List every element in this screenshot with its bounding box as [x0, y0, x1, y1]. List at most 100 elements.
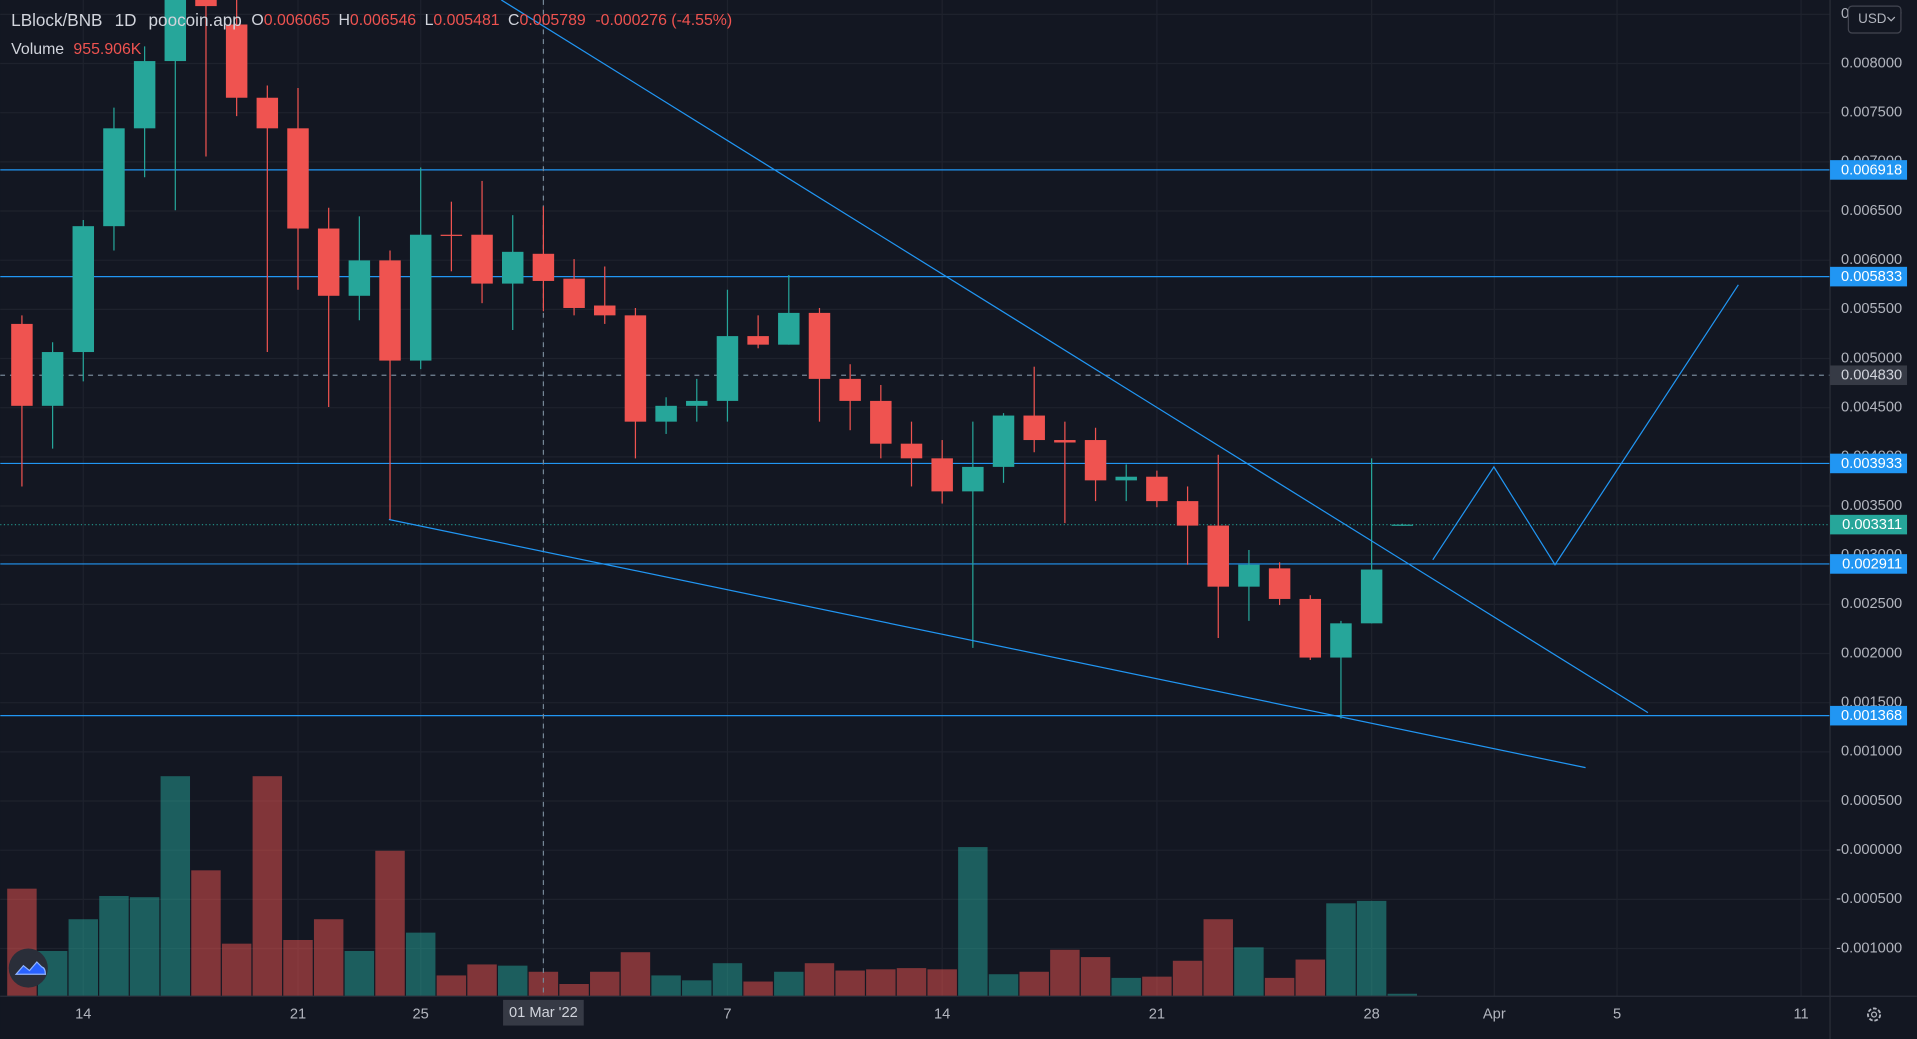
candle-body	[225, 24, 248, 98]
logo-button[interactable]	[8, 948, 48, 988]
currency-button-box[interactable]	[1847, 5, 1902, 34]
candle-body	[624, 315, 647, 422]
ohlc-value: 0.005789	[520, 12, 586, 29]
x-tick-label: 7	[723, 1006, 731, 1022]
volume-bar	[160, 776, 191, 997]
volume-bar	[988, 974, 1019, 997]
volume-bar	[1172, 960, 1203, 997]
symbol[interactable]: LBlock/BNB	[11, 10, 102, 29]
volume-bar	[1203, 919, 1233, 997]
y-tick-label: 0.003500	[1841, 498, 1902, 514]
candle-body	[133, 61, 156, 129]
y-tick-label: 0.005500	[1841, 301, 1902, 317]
interval[interactable]: 1D	[115, 10, 137, 29]
currency-label[interactable]: USD	[1858, 11, 1887, 26]
candle-body	[1330, 623, 1352, 658]
volume-bar	[1050, 949, 1080, 997]
projection-path	[1432, 284, 1739, 566]
ohlc-label: C	[508, 12, 519, 29]
candle-body	[1023, 415, 1045, 441]
candle-body	[72, 226, 95, 353]
level-label: 0.005833	[1841, 269, 1902, 285]
candle-body	[839, 378, 861, 401]
candle-body	[1146, 476, 1168, 502]
gear-icon[interactable]	[1867, 1007, 1882, 1022]
candle-body	[195, 0, 217, 7]
volume-bar	[252, 776, 283, 997]
level-box	[1830, 554, 1908, 574]
volume-bar	[191, 870, 221, 997]
x-tick-label: 28	[1363, 1006, 1379, 1022]
volume-bar	[313, 919, 344, 997]
candle-body	[103, 128, 125, 227]
candle-body	[1391, 524, 1414, 526]
volume-bar	[1142, 976, 1172, 997]
candle-body	[1054, 440, 1076, 443]
volume-bar	[651, 975, 681, 997]
level-label: 0.001368	[1841, 708, 1902, 724]
logo-circle[interactable]	[8, 948, 48, 988]
volume-value: 955.906K	[73, 41, 141, 58]
y-tick-label: 0.008000	[1841, 55, 1902, 71]
ohlc-value: 0.006065	[264, 12, 330, 29]
candle-body	[870, 400, 892, 444]
volume-bar	[712, 963, 743, 997]
volume-bar	[1295, 959, 1326, 997]
level-label: 0.002911	[1842, 556, 1902, 572]
volume-bar	[590, 971, 620, 997]
x-tick-label: 5	[1613, 1006, 1621, 1022]
candle-body	[1115, 476, 1137, 481]
settings-button[interactable]	[1867, 1007, 1882, 1022]
y-tick-label: 0.006000	[1841, 252, 1902, 268]
candle-body	[501, 251, 524, 284]
candle-body	[317, 228, 340, 296]
volume-bar	[405, 932, 436, 997]
candle-body	[655, 405, 677, 422]
y-tick-label: 0.001000	[1841, 744, 1902, 760]
candle-body	[594, 305, 616, 316]
candle-body	[409, 234, 432, 361]
logo-icon	[14, 961, 47, 975]
volume-layer	[7, 776, 1418, 997]
volume-bar	[835, 970, 865, 997]
ohlc-value: 0.005481	[433, 12, 499, 29]
ohlc-label: H	[338, 12, 349, 29]
change: -0.000276 (-4.55%)	[595, 12, 732, 29]
volume-bar	[68, 919, 99, 997]
volume-bar	[1356, 900, 1387, 997]
candle-body	[962, 466, 984, 492]
dropdown-arrow	[1887, 16, 1896, 22]
candle-body	[778, 312, 800, 345]
level-box	[1830, 160, 1908, 180]
candle-body	[716, 336, 739, 401]
candle-body	[1360, 569, 1383, 624]
ohlc-label: O	[251, 12, 263, 29]
volume-bar	[743, 981, 773, 997]
volume-bar	[375, 850, 405, 997]
candle-body	[686, 400, 708, 406]
candle-body	[471, 234, 493, 284]
candle-body	[11, 323, 33, 406]
y-tick-label: -0.000000	[1836, 842, 1902, 858]
volume-bar	[436, 975, 467, 997]
candle-body	[1207, 525, 1229, 587]
candle-body	[563, 278, 585, 308]
candle-body	[900, 443, 923, 459]
y-tick-label: 0.005000	[1841, 350, 1902, 366]
y-tick-label: 0.000500	[1841, 793, 1902, 809]
crosshair-price-box	[1830, 365, 1908, 386]
candle-body	[1084, 440, 1107, 481]
volume-bar	[559, 983, 589, 997]
drawings	[388, 0, 1739, 769]
source: poocoin.app	[149, 10, 242, 29]
volume-bar	[99, 895, 129, 997]
volume-bar	[1326, 903, 1356, 997]
crosshair-date-label: 01 Mar '22	[509, 1005, 578, 1021]
volume-bar	[620, 952, 651, 997]
volume-bar	[467, 964, 497, 997]
candle-body	[287, 128, 309, 229]
last-price-box	[1830, 514, 1908, 535]
candle-body	[256, 97, 279, 129]
currency-button[interactable]: USD	[1847, 5, 1902, 34]
candle-body	[1299, 598, 1322, 658]
